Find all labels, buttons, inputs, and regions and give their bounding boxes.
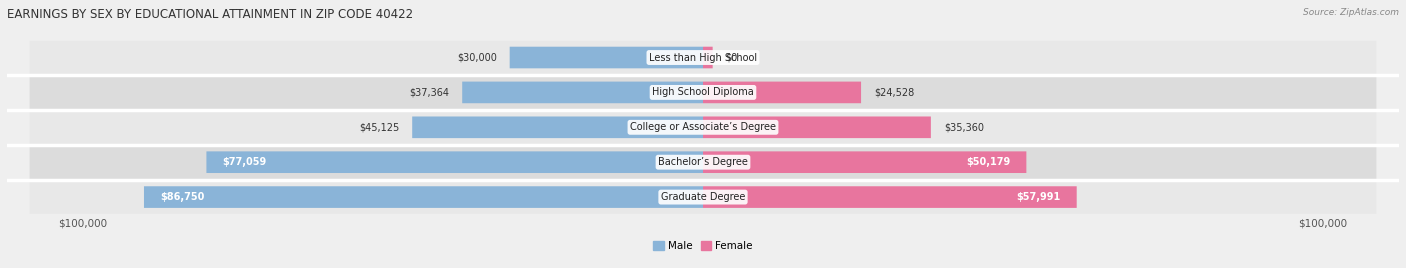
Text: $100,000: $100,000 (59, 219, 108, 229)
FancyBboxPatch shape (30, 111, 1376, 144)
FancyBboxPatch shape (30, 76, 1376, 109)
Text: $57,991: $57,991 (1017, 192, 1060, 202)
FancyBboxPatch shape (703, 186, 1077, 208)
Text: $50,179: $50,179 (966, 157, 1011, 167)
Text: Graduate Degree: Graduate Degree (661, 192, 745, 202)
Text: Source: ZipAtlas.com: Source: ZipAtlas.com (1303, 8, 1399, 17)
Text: EARNINGS BY SEX BY EDUCATIONAL ATTAINMENT IN ZIP CODE 40422: EARNINGS BY SEX BY EDUCATIONAL ATTAINMEN… (7, 8, 413, 21)
Legend: Male, Female: Male, Female (650, 237, 756, 255)
FancyBboxPatch shape (207, 151, 703, 173)
Text: $24,528: $24,528 (875, 87, 914, 97)
Text: Less than High School: Less than High School (650, 53, 756, 62)
Text: $45,125: $45,125 (359, 122, 399, 132)
Text: $86,750: $86,750 (160, 192, 204, 202)
Text: $30,000: $30,000 (457, 53, 496, 62)
FancyBboxPatch shape (703, 47, 713, 68)
FancyBboxPatch shape (30, 146, 1376, 179)
FancyBboxPatch shape (703, 81, 860, 103)
FancyBboxPatch shape (412, 117, 703, 138)
FancyBboxPatch shape (30, 41, 1376, 74)
Text: High School Diploma: High School Diploma (652, 87, 754, 97)
Text: $0: $0 (725, 53, 738, 62)
FancyBboxPatch shape (703, 151, 1026, 173)
Text: College or Associate’s Degree: College or Associate’s Degree (630, 122, 776, 132)
FancyBboxPatch shape (143, 186, 703, 208)
Text: $100,000: $100,000 (1298, 219, 1347, 229)
Text: $37,364: $37,364 (409, 87, 450, 97)
FancyBboxPatch shape (30, 180, 1376, 214)
FancyBboxPatch shape (510, 47, 703, 68)
Text: Bachelor’s Degree: Bachelor’s Degree (658, 157, 748, 167)
FancyBboxPatch shape (703, 117, 931, 138)
Text: $77,059: $77,059 (222, 157, 267, 167)
FancyBboxPatch shape (463, 81, 703, 103)
Text: $35,360: $35,360 (943, 122, 984, 132)
